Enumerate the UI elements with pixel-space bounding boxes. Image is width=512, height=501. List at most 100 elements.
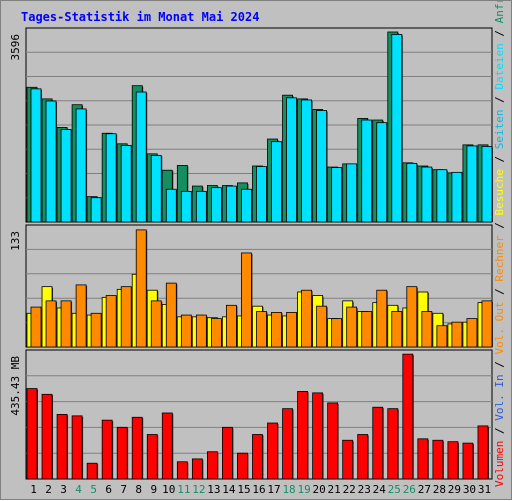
bar-volumen bbox=[342, 439, 354, 480]
bar-volumen bbox=[86, 462, 98, 480]
legend-separator: / bbox=[493, 23, 506, 43]
bar-volumen bbox=[101, 419, 113, 480]
bar-rechner bbox=[436, 325, 448, 348]
x-tick-label: 26 bbox=[403, 483, 416, 496]
bar-volumen bbox=[41, 393, 53, 480]
bar-volumen bbox=[146, 434, 158, 480]
bar-rechner bbox=[361, 311, 373, 348]
bar-rechner bbox=[481, 300, 493, 348]
x-tick-label: 4 bbox=[75, 483, 82, 496]
bar-rechner bbox=[30, 306, 42, 348]
x-tick-label: 15 bbox=[237, 483, 250, 496]
panel-max-label: 133 bbox=[9, 231, 22, 251]
x-tick-label: 19 bbox=[297, 483, 310, 496]
legend-separator: / bbox=[493, 355, 506, 375]
x-tick-label: 30 bbox=[463, 483, 476, 496]
bar-dateien bbox=[210, 187, 222, 223]
x-tick-label: 8 bbox=[135, 483, 142, 496]
legend-item-rechner: Rechner bbox=[493, 235, 506, 282]
panel-max-label: 435.43 MB bbox=[9, 356, 22, 416]
bar-dateien bbox=[481, 146, 493, 223]
x-tick-label: 25 bbox=[388, 483, 401, 496]
bar-dateien bbox=[391, 34, 403, 223]
bar-dateien bbox=[331, 167, 343, 223]
bar-volumen bbox=[252, 434, 263, 480]
bar-volumen bbox=[357, 434, 369, 480]
x-tick-label: 23 bbox=[358, 483, 371, 496]
legend-item-vol-in: Vol. In bbox=[493, 374, 506, 420]
bar-rechner bbox=[120, 286, 132, 348]
bar-volumen bbox=[327, 402, 339, 480]
bar-rechner bbox=[180, 314, 192, 348]
x-tick-label: 3 bbox=[60, 483, 67, 496]
x-tick-label: 11 bbox=[177, 483, 190, 496]
bar-rechner bbox=[406, 286, 418, 348]
bar-rechner bbox=[135, 229, 147, 348]
bar-volumen bbox=[26, 388, 38, 480]
legend: Volumen / Vol. In / Vol. Out / Rechner /… bbox=[493, 1, 506, 487]
bar-volumen bbox=[191, 458, 203, 480]
bar-dateien bbox=[75, 108, 87, 223]
bar-volumen bbox=[176, 461, 188, 480]
bar-dateien bbox=[376, 122, 388, 223]
bar-volumen bbox=[237, 452, 248, 480]
legend-separator: / bbox=[493, 421, 506, 441]
bar-rechner bbox=[286, 311, 297, 348]
legend-item-dateien: Dateien bbox=[493, 43, 506, 89]
bar-volumen bbox=[387, 408, 399, 480]
bar-dateien bbox=[90, 197, 102, 223]
bar-dateien bbox=[165, 188, 177, 223]
x-tick-label: 20 bbox=[313, 483, 326, 496]
bar-rechner bbox=[241, 252, 252, 348]
bar-dateien bbox=[271, 141, 282, 223]
bar-rechner bbox=[195, 314, 207, 348]
bar-rechner bbox=[271, 311, 282, 348]
x-tick-label: 10 bbox=[162, 483, 175, 496]
bar-dateien bbox=[316, 110, 328, 223]
x-tick-label: 13 bbox=[207, 483, 220, 496]
bar-dateien bbox=[180, 190, 192, 223]
bar-volumen bbox=[402, 353, 414, 480]
x-tick-label: 29 bbox=[448, 483, 461, 496]
bar-rechner bbox=[75, 284, 87, 348]
x-tick-label: 17 bbox=[267, 483, 280, 496]
bar-volumen bbox=[161, 412, 173, 480]
x-tick-label: 5 bbox=[90, 483, 97, 496]
bar-dateien bbox=[421, 166, 433, 223]
bar-dateien bbox=[150, 155, 162, 223]
bar-dateien bbox=[195, 190, 207, 223]
x-tick-label: 7 bbox=[120, 483, 127, 496]
legend-item-besuche: Besuche bbox=[493, 169, 506, 215]
bar-volumen bbox=[206, 451, 218, 480]
bar-rechner bbox=[376, 289, 388, 348]
bar-volumen bbox=[71, 415, 83, 480]
bar-rechner bbox=[466, 318, 478, 348]
bar-dateien bbox=[346, 163, 358, 223]
bar-dateien bbox=[406, 162, 418, 223]
bar-volumen bbox=[297, 391, 308, 480]
bar-dateien bbox=[301, 99, 312, 223]
bar-volumen bbox=[312, 392, 324, 480]
bar-dateien bbox=[241, 188, 252, 223]
bar-volumen bbox=[432, 439, 444, 480]
bar-rechner bbox=[421, 311, 433, 348]
bar-dateien bbox=[466, 145, 478, 223]
bar-rechner bbox=[60, 300, 72, 348]
bar-dateien bbox=[361, 119, 373, 223]
x-tick-label: 16 bbox=[252, 483, 265, 496]
bar-rechner bbox=[90, 312, 102, 348]
x-tick-label: 18 bbox=[282, 483, 295, 496]
bar-dateien bbox=[30, 88, 42, 223]
bar-dateien bbox=[226, 185, 237, 223]
x-tick-label: 28 bbox=[433, 483, 446, 496]
bar-volumen bbox=[56, 414, 68, 480]
x-tick-label: 31 bbox=[478, 483, 491, 496]
bar-rechner bbox=[316, 305, 328, 348]
bar-rechner bbox=[165, 282, 177, 348]
bar-dateien bbox=[286, 97, 297, 223]
bar-dateien bbox=[135, 91, 147, 223]
x-tick-label: 21 bbox=[328, 483, 341, 496]
bar-volumen bbox=[477, 425, 489, 480]
